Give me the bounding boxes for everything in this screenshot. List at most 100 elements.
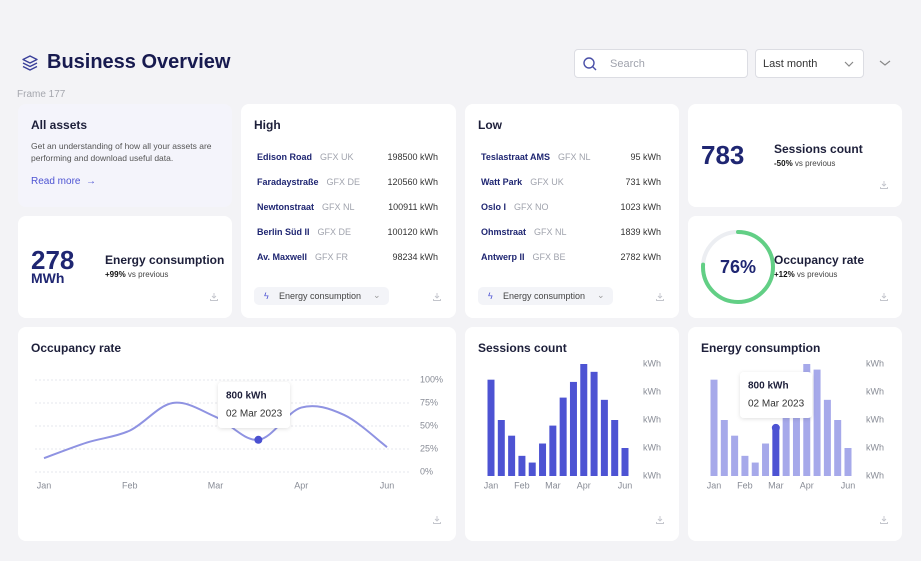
x-tick-label: Mar: [545, 480, 561, 490]
highlight-point: [771, 423, 780, 432]
kpi-value: 783: [701, 140, 745, 170]
page-title: Business Overview: [47, 51, 231, 73]
x-tick-label: Jan: [707, 480, 722, 490]
tooltip-value: 800 kWh: [748, 381, 789, 392]
line: [43, 401, 388, 460]
bar: [792, 392, 800, 476]
card-title: Occupancy rate: [31, 341, 122, 355]
bar: [528, 462, 536, 476]
kpi-label: Occupancy rate: [774, 253, 865, 267]
kpi-value: 278: [31, 245, 75, 275]
asset-value: 198500 kWh: [387, 152, 438, 162]
kpi-unit: MWh: [31, 270, 65, 286]
asset-value: 100120 kWh: [387, 227, 438, 237]
tooltip-box: [218, 382, 290, 428]
asset-name: Teslastraat AMS: [481, 152, 551, 162]
kpi-change: +99% vs previous: [105, 270, 168, 279]
y-tick-label: kWh: [643, 442, 661, 452]
sessions-kpi-card: 783 Sessions count -50% vs previous: [688, 104, 902, 207]
asset-name: Edison Road: [257, 152, 313, 162]
y-tick-label: kWh: [866, 442, 884, 452]
card-title: Low: [478, 118, 502, 132]
bar: [731, 435, 739, 476]
asset-code: GFX UK: [320, 152, 354, 162]
x-tick-label: Mar: [768, 480, 784, 490]
asset-value: 1839 kWh: [620, 227, 661, 237]
read-more-link[interactable]: Read more →: [31, 176, 97, 187]
metric-filter[interactable]: ϟ Energy consumption ⌄: [478, 287, 613, 305]
card-title: All assets: [31, 118, 88, 132]
bar: [844, 448, 852, 476]
asset-name: Berlin Süd II: [257, 227, 310, 237]
asset-code: GFX NL: [558, 152, 591, 162]
x-tick-label: Jan: [37, 480, 52, 490]
card-title: High: [254, 118, 281, 132]
collapse-chevron[interactable]: [879, 59, 891, 67]
y-tick-label: kWh: [643, 386, 661, 396]
table-row: Teslastraat AMS GFX NL 95 kWh: [481, 152, 661, 164]
tooltip-date: 02 Mar 2023: [226, 409, 283, 420]
bar: [751, 462, 759, 476]
change-note: vs previous: [127, 270, 169, 279]
y-tick-label: kWh: [866, 358, 884, 368]
x-tick-label: Apr: [294, 480, 308, 490]
bar: [720, 420, 728, 476]
chevron: [844, 61, 854, 67]
asset-name: Watt Park: [481, 177, 523, 187]
x-tick-label: Apr: [800, 480, 814, 490]
bar: [487, 379, 495, 476]
x-tick-label: Jan: [484, 480, 499, 490]
change-value: -50%: [774, 159, 793, 168]
table-row: Oslo I GFX NO 1023 kWh: [481, 202, 661, 214]
low-card: Low ϟ Energy consumption ⌄ Teslastraat AMS…: [465, 104, 679, 318]
energy-kpi-card: 278 MWh Energy consumption +99% vs previ…: [18, 216, 232, 318]
metric-filter[interactable]: ϟ Energy consumption ⌄: [254, 287, 389, 305]
bar: [580, 364, 588, 476]
period-label: Last month: [763, 58, 818, 70]
bar: [803, 364, 811, 476]
tooltip-box: [740, 372, 812, 418]
bar: [600, 399, 608, 476]
x-tick-label: Mar: [208, 480, 224, 490]
bar: [559, 397, 567, 476]
y-tick-label: 25%: [420, 443, 438, 453]
kpi-label: Energy consumption: [105, 253, 225, 267]
x-tick-label: Feb: [122, 480, 138, 490]
asset-value: 731 kWh: [625, 177, 661, 187]
bar: [710, 379, 718, 476]
asset-value: 120560 kWh: [387, 177, 438, 187]
table-row: Ohmstraat GFX NL 1839 kWh: [481, 227, 661, 239]
asset-code: GFX DE: [317, 227, 352, 237]
layers-icon: [22, 55, 38, 71]
x-tick-label: Feb: [514, 480, 530, 490]
card-title: Sessions count: [478, 341, 567, 355]
asset-code: GFX NO: [514, 202, 549, 212]
table-row: Edison Road GFX UK 198500 kWh: [257, 152, 438, 164]
tooltip-value: 800 kWh: [226, 391, 267, 402]
period-dropdown[interactable]: Last month: [755, 49, 864, 78]
table-row: Berlin Süd II GFX DE 100120 kWh: [257, 227, 438, 239]
kpi-label: Sessions count: [774, 142, 863, 156]
table-row: Newtonstraat GFX NL 100911 kWh: [257, 202, 438, 214]
table-row: Faradaystraße GFX DE 120560 kWh: [257, 177, 438, 189]
asset-name: Antwerp II: [481, 252, 525, 262]
x-tick-label: Jun: [380, 480, 395, 490]
asset-value: 2782 kWh: [620, 252, 661, 262]
highlight-point: [254, 435, 263, 444]
y-tick-label: 100%: [420, 374, 443, 384]
table-row: Av. Maxwell GFX FR 98234 kWh: [257, 252, 438, 264]
search-placeholder: Search: [610, 58, 645, 70]
change-value: +12%: [774, 270, 795, 279]
ring-label: 76%: [720, 257, 756, 277]
x-tick-label: Jun: [841, 480, 856, 490]
asset-value: 100911 kWh: [388, 202, 438, 212]
filter-label: Energy consumption: [503, 291, 586, 301]
asset-name: Oslo I: [481, 202, 507, 212]
asset-name: Ohmstraat: [481, 227, 527, 237]
occupancy-chart-card: Occupancy rate: [18, 327, 456, 541]
bar: [611, 420, 619, 476]
bar: [590, 371, 598, 476]
search-box[interactable]: Search: [574, 49, 748, 78]
